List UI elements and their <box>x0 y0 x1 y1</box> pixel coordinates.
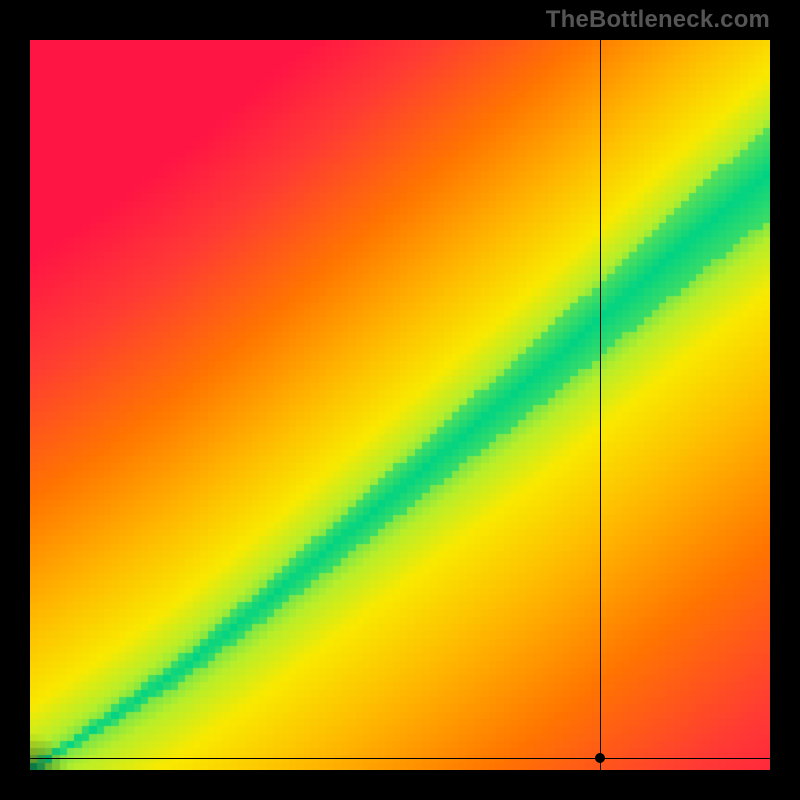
crosshair-horizontal <box>30 758 770 759</box>
watermark-text: TheBottleneck.com <box>546 6 770 34</box>
crosshair-vertical <box>600 40 601 770</box>
heatmap-plot <box>30 40 770 770</box>
crosshair-dot <box>595 753 605 763</box>
